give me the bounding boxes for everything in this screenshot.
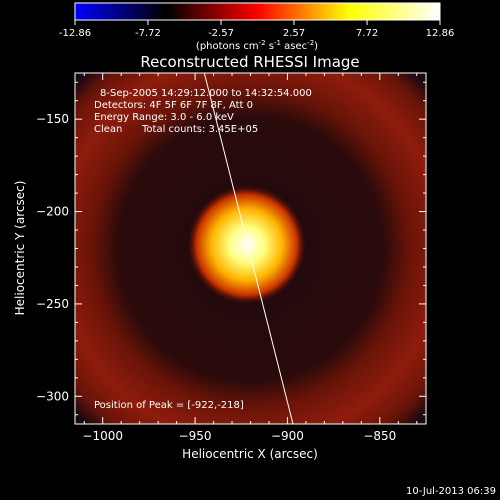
annotation-detectors: Detectors: 4F 5F 6F 7F 8F, Att 0	[94, 100, 253, 111]
colorbar-tick-label: -2.57	[208, 28, 234, 39]
annotation-total-counts: Total counts: 3.45E+05	[141, 124, 258, 135]
plot-image	[75, 73, 426, 424]
x-axis: −1000 −950 −900 −850	[82, 73, 418, 443]
colorbar-tick-label: 2.57	[283, 28, 305, 39]
x-tick-label: −1000	[82, 429, 123, 443]
annotation-clean: Clean	[94, 124, 122, 135]
solar-limb-line	[203, 73, 294, 424]
colorbar-gradient	[74, 2, 441, 21]
colorbar-ticks: -12.86 -7.72 -2.57 2.57 7.72 12.86	[59, 20, 454, 39]
colorbar-tick-label: -12.86	[59, 28, 91, 39]
y-tick-label: −200	[36, 205, 69, 219]
colorbar-units: (photons cm-2 s-1 asec-2)	[196, 39, 318, 52]
colorbar-tick-label: 12.86	[426, 28, 455, 39]
x-tick-label: −950	[179, 429, 212, 443]
footer-date: 10-Jul-2013 06:39	[406, 486, 496, 497]
annotation-time-range: 8-Sep-2005 14:29:12.000 to 14:32:54.000	[100, 88, 312, 99]
x-tick-label: −900	[271, 429, 304, 443]
x-tick-label: −850	[363, 429, 396, 443]
x-axis-label: Heliocentric X (arcsec)	[182, 447, 318, 461]
y-tick-label: −250	[36, 297, 69, 311]
annotation-energy: Energy Range: 3.0 - 6.0 keV	[94, 112, 234, 123]
chart-title: Reconstructed RHESSI Image	[140, 53, 359, 71]
y-axis: −300 −250 −200 −150	[36, 81, 426, 416]
colorbar: -12.86 -7.72 -2.57 2.57 7.72 12.86 (photons c…	[59, 2, 454, 52]
y-tick-label: −300	[36, 389, 69, 403]
colorbar-tick-label: -7.72	[135, 28, 161, 39]
annotation-peak-position: Position of Peak = [-922,-218]	[94, 400, 244, 411]
colorbar-tick-label: 7.72	[356, 28, 378, 39]
y-axis-label: Heliocentric Y (arcsec)	[13, 181, 27, 316]
y-tick-label: −150	[36, 112, 69, 126]
peak-source	[187, 185, 306, 304]
annotations: 8-Sep-2005 14:29:12.000 to 14:32:54.000 …	[94, 88, 312, 411]
